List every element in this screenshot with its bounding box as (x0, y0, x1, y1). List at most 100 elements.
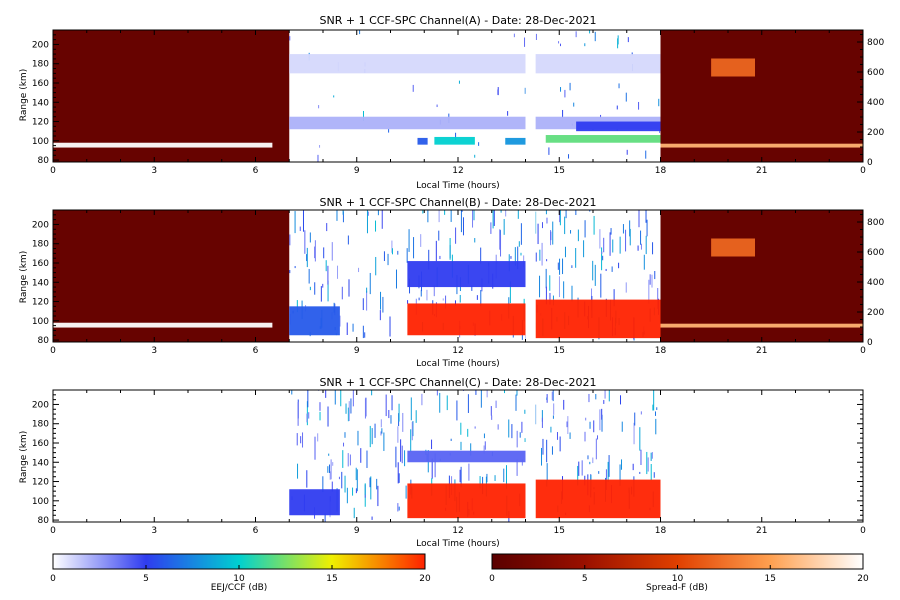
noise-streak (352, 487, 354, 496)
colorbar-eej-ccf: EEJ/CCF (dB) 0 5 10 15 20 (50, 553, 431, 593)
noise-streak (643, 254, 645, 270)
noise-streak (326, 223, 328, 232)
heatmap-region (407, 483, 526, 519)
noise-streak (631, 52, 633, 56)
noise-streak (341, 286, 343, 300)
noise-streak (369, 477, 371, 488)
noise-streak (490, 406, 492, 416)
data-gap (525, 390, 536, 522)
y-tick-label: 200 (32, 40, 49, 50)
noise-streak (552, 415, 554, 419)
noise-streak (563, 399, 565, 410)
noise-streak (342, 211, 344, 223)
y-tick-label: 100 (32, 317, 49, 327)
noise-streak (518, 241, 520, 247)
noise-streak (380, 431, 382, 436)
noise-streak (467, 394, 469, 413)
noise-streak (329, 464, 331, 473)
noise-streak (573, 102, 575, 107)
noise-streak (342, 210, 344, 215)
noise-streak (601, 251, 603, 254)
noise-streak (381, 428, 383, 434)
noise-streak (622, 224, 624, 234)
noise-streak (645, 235, 647, 255)
noise-streak (486, 390, 488, 398)
noise-streak (637, 245, 639, 251)
x-tick-label: 0 (860, 526, 866, 536)
noise-streak (550, 426, 552, 433)
y2-tick-label: 800 (867, 218, 884, 228)
noise-streak (436, 104, 438, 108)
noise-streak (483, 445, 485, 454)
noise-streak (460, 466, 462, 488)
noise-streak (639, 427, 641, 451)
noise-streak (503, 390, 505, 394)
noise-streak (629, 220, 631, 237)
panel-title: SNR + 1 CCF-SPC Channel(C) - Date: 28-De… (319, 376, 596, 389)
noise-streak (338, 476, 340, 480)
noise-streak (640, 411, 642, 415)
noise-streak (492, 210, 494, 229)
noise-streak (421, 393, 423, 406)
noise-streak (626, 149, 628, 155)
noise-streak (350, 398, 352, 414)
x-tick-label: 15 (554, 526, 565, 536)
noise-streak (545, 210, 547, 215)
noise-streak (499, 229, 501, 250)
noise-streak (377, 210, 379, 216)
noise-streak (480, 390, 482, 408)
noise-streak (306, 470, 308, 488)
noise-streak (328, 453, 330, 456)
heatmap-region (53, 142, 273, 148)
noise-streak (412, 84, 414, 92)
noise-streak (302, 210, 304, 232)
noise-streak (449, 238, 451, 260)
x-tick-label: 0 (50, 346, 56, 356)
noise-streak (551, 391, 553, 401)
noise-streak (610, 228, 612, 235)
noise-streak (474, 426, 476, 429)
noise-streak (356, 469, 358, 492)
noise-streak (592, 457, 594, 464)
colorbar-tick-label: 20 (419, 574, 431, 584)
noise-streak (395, 446, 397, 468)
noise-streak (658, 98, 660, 107)
noise-streak (521, 421, 523, 433)
noise-streak (651, 274, 653, 288)
noise-streak (474, 238, 476, 243)
panel-channel-b: SNR + 1 CCF-SPC Channel(B) - Date: 28-De… (19, 196, 884, 369)
noise-streak (330, 459, 332, 480)
panel-title: SNR + 1 CCF-SPC Channel(B) - Date: 28-De… (320, 196, 597, 209)
panel-channel-a: SNR + 1 CCF-SPC Channel(A) - Date: 28-De… (19, 14, 884, 191)
noise-streak (516, 430, 518, 448)
noise-streak (632, 463, 634, 471)
y-axis-label: Range (km) (19, 69, 29, 121)
heatmap-region (53, 322, 273, 328)
noise-streak (560, 87, 562, 92)
noise-streak (493, 210, 495, 226)
noise-streak (603, 237, 605, 253)
noise-streak (358, 267, 360, 273)
noise-streak (473, 210, 475, 221)
noise-streak (427, 210, 429, 223)
noise-streak (296, 300, 298, 313)
noise-streak (607, 461, 609, 482)
noise-streak (357, 430, 359, 446)
noise-streak (599, 229, 601, 249)
noise-streak (442, 298, 444, 301)
noise-streak (462, 217, 464, 236)
noise-streak (616, 105, 618, 110)
noise-streak (317, 433, 319, 442)
noise-streak (500, 210, 502, 213)
x-tick-label: 6 (253, 346, 259, 356)
noise-streak (597, 435, 599, 440)
noise-streak (347, 453, 349, 467)
noise-streak (599, 409, 601, 431)
x-tick-label: 12 (452, 166, 463, 176)
noise-streak (613, 289, 615, 307)
noise-streak (314, 282, 316, 295)
noise-streak (605, 268, 607, 272)
noise-streak (619, 464, 621, 486)
noise-streak (551, 446, 553, 455)
noise-streak (450, 210, 452, 222)
